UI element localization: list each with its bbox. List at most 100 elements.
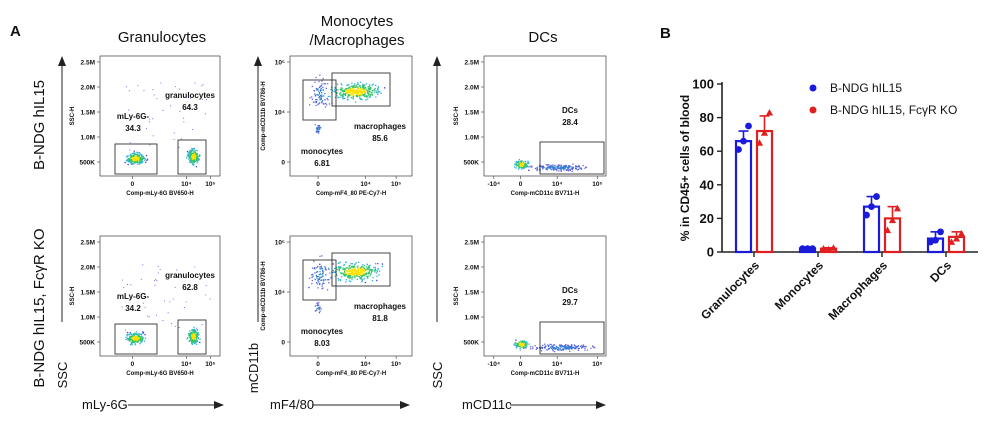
event-dot: [561, 346, 563, 348]
data-point: [735, 146, 742, 153]
f480-arrow-head: [400, 401, 410, 409]
event-dot: [558, 170, 560, 172]
event-dot: [345, 89, 348, 91]
sparse-dot: [173, 132, 175, 134]
event-dot: [321, 283, 324, 285]
event-dot: [517, 344, 519, 346]
event-dot: [545, 168, 547, 170]
event-dot: [129, 158, 131, 160]
event-dot: [552, 165, 554, 167]
event-dot: [189, 334, 192, 336]
event-dot: [142, 155, 144, 157]
event-dot: [340, 88, 342, 91]
event-dot: [564, 347, 567, 350]
event-dot: [531, 166, 533, 168]
event-dot: [315, 76, 317, 79]
event-dot: [515, 161, 517, 163]
event-dot: [339, 267, 341, 269]
event-dot: [141, 158, 143, 160]
event-dot: [357, 92, 360, 94]
event-dot: [137, 339, 139, 341]
event-dot: [563, 167, 565, 170]
event-dot: [127, 160, 129, 162]
event-dot: [347, 276, 349, 279]
event-dot: [593, 346, 595, 349]
event-dot: [139, 343, 141, 345]
event-dot: [361, 90, 363, 93]
event-dot: [193, 159, 195, 161]
event-dot: [351, 269, 353, 271]
event-dot: [197, 337, 199, 340]
event-dot: [365, 87, 367, 89]
event-dot: [343, 90, 346, 93]
event-dot: [327, 279, 329, 281]
event-dot: [191, 147, 193, 150]
event-dot: [526, 166, 528, 168]
mono-y-tick-label: 0: [281, 160, 285, 167]
event-dot: [344, 268, 346, 270]
event-dot: [344, 271, 346, 273]
event-dot: [188, 157, 190, 159]
event-dot: [193, 147, 196, 150]
event-dot: [341, 87, 343, 89]
y-tick-label: 0: [707, 245, 714, 260]
event-dot: [348, 275, 350, 278]
event-dot: [125, 159, 128, 162]
event-dot: [315, 131, 317, 133]
event-dot: [140, 338, 142, 340]
event-dot: [315, 130, 318, 132]
event-dot: [130, 333, 132, 335]
event-dot: [314, 278, 316, 281]
event-dot: [362, 83, 364, 85]
gate-granulocytes-label-name: granulocytes: [165, 271, 215, 280]
event-dot: [525, 166, 527, 168]
event-dot: [319, 283, 321, 285]
event-dot: [349, 91, 351, 94]
sparse-dot: [124, 329, 126, 331]
event-dot: [124, 161, 126, 164]
event-dot: [569, 345, 571, 348]
event-dot: [131, 340, 134, 342]
event-dot: [569, 347, 571, 349]
event-dot: [513, 343, 515, 345]
event-dot: [128, 161, 131, 163]
event-dot: [359, 91, 361, 93]
event-dot: [524, 165, 526, 168]
event-dot: [362, 268, 364, 271]
event-dot: [136, 155, 138, 157]
event-dot: [134, 334, 136, 336]
event-dot: [377, 263, 379, 265]
event-dot: [189, 336, 191, 338]
event-dot: [136, 333, 138, 335]
event-dot: [577, 348, 579, 350]
event-dot: [376, 275, 378, 277]
event-dot: [518, 159, 520, 161]
event-dot: [188, 333, 190, 335]
event-dot: [367, 268, 369, 271]
event-dot: [332, 263, 334, 265]
event-dot: [514, 163, 516, 165]
event-dot: [572, 166, 574, 168]
event-dot: [558, 167, 560, 170]
event-dot: [367, 276, 369, 278]
dc-ssc-tick-label: 2.5M: [465, 240, 479, 247]
event-dot: [519, 347, 521, 349]
event-dot: [364, 94, 366, 96]
event-dot: [191, 156, 193, 158]
event-dot: [592, 346, 594, 348]
event-dot: [189, 159, 191, 162]
event-dot: [577, 345, 579, 347]
event-dot: [522, 167, 525, 169]
event-dot: [328, 279, 330, 281]
event-dot: [323, 82, 325, 85]
sparse-dot: [148, 316, 150, 318]
event-dot: [364, 273, 367, 275]
event-dot: [362, 84, 364, 86]
event-dot: [192, 162, 194, 164]
event-dot: [132, 338, 134, 340]
event-dot: [354, 91, 356, 93]
event-dot: [523, 347, 525, 349]
dc-y-axis-label: SSC-H: [454, 287, 460, 306]
event-dot: [367, 86, 369, 88]
